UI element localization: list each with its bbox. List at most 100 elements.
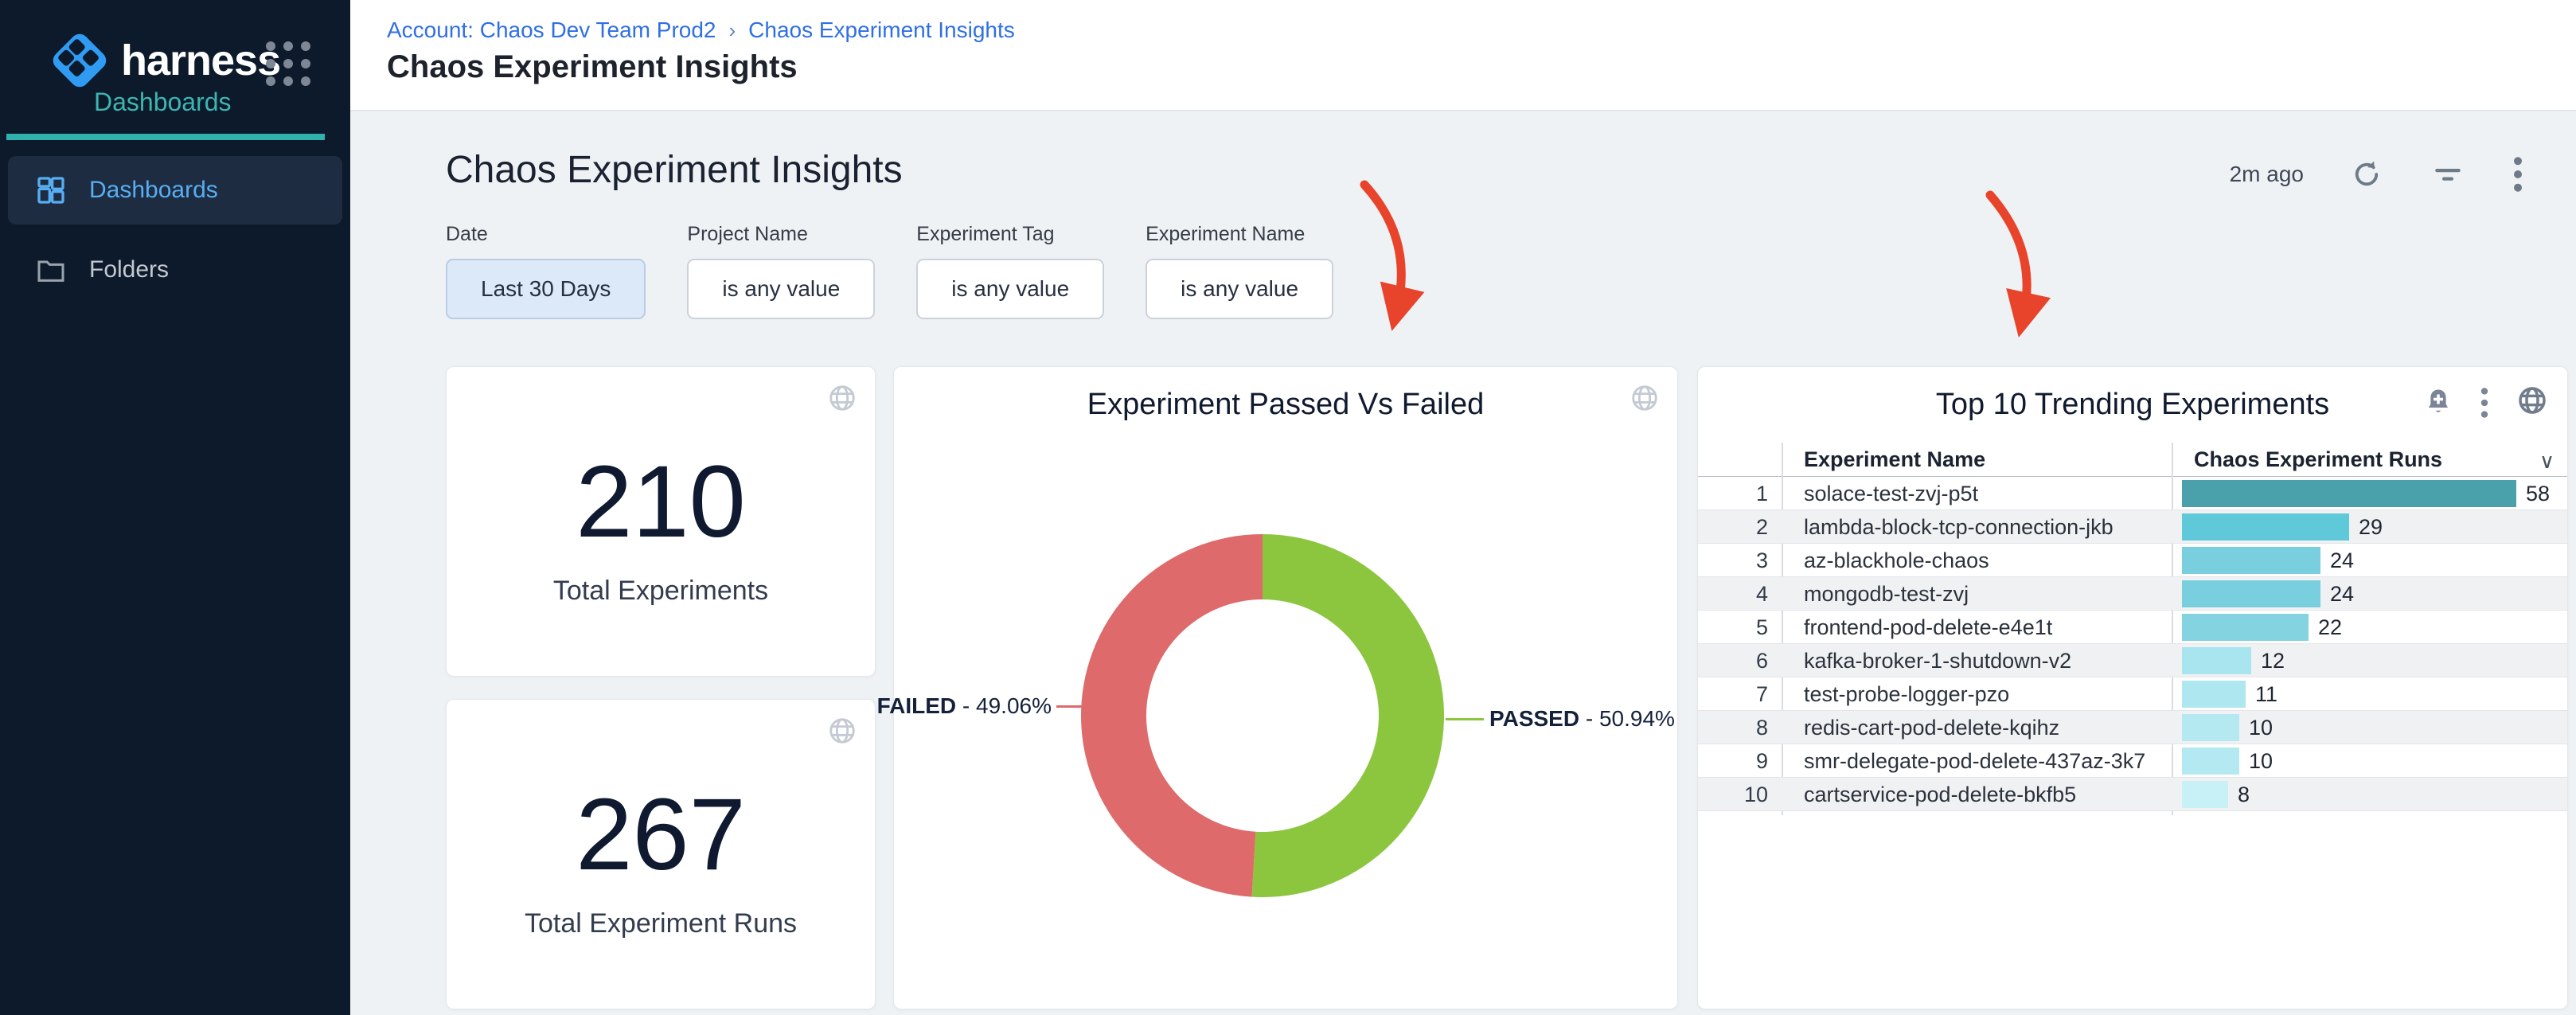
breadcrumb: Account: Chaos Dev Team Prod2 › Chaos Ex…	[387, 18, 1015, 43]
experiment-name-cell[interactable]: test-probe-logger-pzo	[1804, 682, 2010, 706]
globe-icon	[827, 716, 857, 750]
runs-value: 10	[2249, 749, 2274, 773]
dashboard-content: Chaos Experiment Insights 2m ago	[350, 111, 2576, 1015]
row-rank: 2	[1755, 515, 1768, 539]
row-rank: 7	[1755, 682, 1768, 706]
breadcrumb-separator: ›	[728, 18, 736, 42]
topbar: Account: Chaos Dev Team Prod2 › Chaos Ex…	[350, 0, 2576, 111]
experiment-name-cell[interactable]: lambda-block-tcp-connection-jkb	[1804, 515, 2113, 539]
table-row[interactable]: 9 smr-delegate-pod-delete-437az-3k7 10	[1698, 744, 2567, 778]
table-row[interactable]: 8 redis-cart-pod-delete-kqihz 10	[1698, 711, 2567, 744]
filter-label: Project Name	[687, 223, 808, 245]
experiment-name-cell[interactable]: frontend-pod-delete-e4e1t	[1804, 615, 2053, 639]
breadcrumb-account-link[interactable]: Account: Chaos Dev Team Prod2	[387, 18, 716, 42]
project-name-filter-button[interactable]: is any value	[687, 259, 876, 319]
runs-bar[interactable]	[2182, 781, 2228, 808]
last-updated-text: 2m ago	[2229, 162, 2304, 186]
runs-bar[interactable]	[2182, 748, 2239, 775]
failed-slice-label: FAILED - 49.06%	[876, 693, 1052, 718]
harness-logo[interactable]: harness	[41, 22, 281, 99]
row-rank: 9	[1755, 749, 1768, 773]
brand-module-label: Dashboards	[94, 88, 232, 116]
stat-label: Total Experiment Runs	[524, 908, 798, 939]
runs-bar[interactable]	[2182, 580, 2320, 607]
top-trending-experiments-tile: Top 10 Trending Experiments	[1697, 366, 2568, 1009]
column-header-experiment-name: Experiment Name	[1804, 447, 1986, 471]
experiment-name-cell[interactable]: solace-test-zvj-p5t	[1804, 482, 1979, 506]
sidebar-item-dashboards[interactable]: Dashboards	[8, 156, 342, 224]
total-experiment-runs-tile: 267 Total Experiment Runs	[446, 699, 876, 1009]
breadcrumb-page-link[interactable]: Chaos Experiment Insights	[748, 18, 1015, 42]
table-row[interactable]: 1 solace-test-zvj-p5t 58	[1698, 477, 2567, 510]
row-rank: 6	[1755, 649, 1768, 673]
filter-bar: Date Last 30 Days Project Name is any va…	[446, 223, 1334, 319]
table-row[interactable]: 4 mongodb-test-zvj 24	[1698, 577, 2567, 611]
globe-icon	[2516, 385, 2548, 420]
brand-name: harness	[121, 37, 281, 84]
experiment-name-cell[interactable]: smr-delegate-pod-delete-437az-3k7	[1804, 749, 2146, 773]
runs-bar[interactable]	[2182, 647, 2251, 674]
column-header-chaos-experiment-runs: Chaos Experiment Runs	[2194, 447, 2443, 471]
table-row[interactable]: 3 az-blackhole-chaos 24	[1698, 544, 2567, 577]
experiment-name-cell[interactable]: kafka-broker-1-shutdown-v2	[1804, 649, 2072, 673]
row-rank: 3	[1755, 548, 1768, 572]
dashboard-actions-button[interactable]	[2512, 156, 2523, 193]
sidebar-item-folders[interactable]: Folders	[8, 236, 342, 304]
filter-icon	[2435, 169, 2461, 181]
create-alert-button[interactable]	[2424, 387, 2453, 419]
sidebar: harness Dashboards Dashboards Folde	[0, 0, 350, 1015]
runs-bar[interactable]	[2182, 513, 2349, 541]
donut-slice-failed[interactable]	[1080, 534, 1263, 897]
runs-bar[interactable]	[2182, 480, 2516, 507]
kebab-menu-icon	[2513, 157, 2523, 192]
kebab-menu-icon	[2480, 387, 2488, 418]
experiment-name-cell[interactable]: cartservice-pod-delete-bkfb5	[1804, 783, 2077, 806]
table-row[interactable]: 2 lambda-block-tcp-connection-jkb 29	[1698, 510, 2567, 544]
page-title: Chaos Experiment Insights	[387, 49, 798, 84]
experiment-name-filter-button[interactable]: is any value	[1146, 259, 1334, 319]
table-row[interactable]: 7 test-probe-logger-pzo 11	[1698, 677, 2567, 711]
refresh-button[interactable]	[2350, 158, 2383, 191]
table-header: Experiment Name Chaos Experiment Runs ∨	[1698, 443, 2567, 476]
harness-diamond-icon	[53, 33, 107, 88]
bell-plus-icon	[2429, 389, 2448, 412]
table-row[interactable]: 10 cartservice-pod-delete-bkfb5 8	[1698, 778, 2567, 811]
globe-icon	[827, 383, 857, 417]
row-rank: 8	[1755, 716, 1768, 740]
filters-toggle-button[interactable]	[2430, 158, 2466, 191]
failed-callout-line	[1056, 705, 1095, 708]
brand-underline	[6, 134, 325, 140]
runs-bar[interactable]	[2182, 714, 2239, 741]
donut-slice-passed[interactable]	[1251, 534, 1444, 897]
runs-value: 11	[2255, 682, 2278, 706]
table-row[interactable]: 6 kafka-broker-1-shutdown-v2 12	[1698, 644, 2567, 677]
stat-value: 210	[576, 445, 746, 559]
runs-value: 12	[2261, 649, 2285, 673]
donut-chart-title: Experiment Passed Vs Failed	[1087, 388, 1485, 421]
sidebar-nav: Dashboards Folders	[8, 156, 342, 315]
dashboard-title: Chaos Experiment Insights	[446, 149, 903, 191]
runs-value: 24	[2330, 582, 2355, 606]
column-sort-chevron-down-icon[interactable]: ∨	[2539, 449, 2555, 473]
table-row[interactable]: 5 frontend-pod-delete-e4e1t 22	[1698, 611, 2567, 644]
tile-menu-button[interactable]	[2480, 387, 2489, 419]
experiment-name-cell[interactable]: mongodb-test-zvj	[1804, 582, 1969, 606]
runs-value: 29	[2359, 515, 2383, 539]
dashboard-meta: 2m ago	[2230, 156, 2523, 193]
refresh-icon	[2355, 161, 2379, 186]
runs-bar[interactable]	[2182, 614, 2309, 641]
experiment-name-cell[interactable]: az-blackhole-chaos	[1804, 548, 1989, 572]
runs-bar[interactable]	[2182, 547, 2320, 574]
module-switcher-icon[interactable]	[266, 41, 312, 88]
passed-callout-line	[1446, 718, 1484, 720]
sidebar-item-label: Dashboards	[89, 177, 218, 203]
experiment-tag-filter-button[interactable]: is any value	[916, 259, 1105, 319]
experiment-name-cell[interactable]: redis-cart-pod-delete-kqihz	[1804, 716, 2060, 740]
filter-label: Experiment Name	[1146, 223, 1306, 245]
runs-value: 22	[2318, 615, 2343, 639]
date-filter-button[interactable]: Last 30 Days	[446, 259, 646, 319]
row-rank: 10	[1743, 783, 1768, 806]
runs-bar[interactable]	[2182, 681, 2246, 708]
total-experiments-tile: 210 Total Experiments	[446, 366, 876, 677]
